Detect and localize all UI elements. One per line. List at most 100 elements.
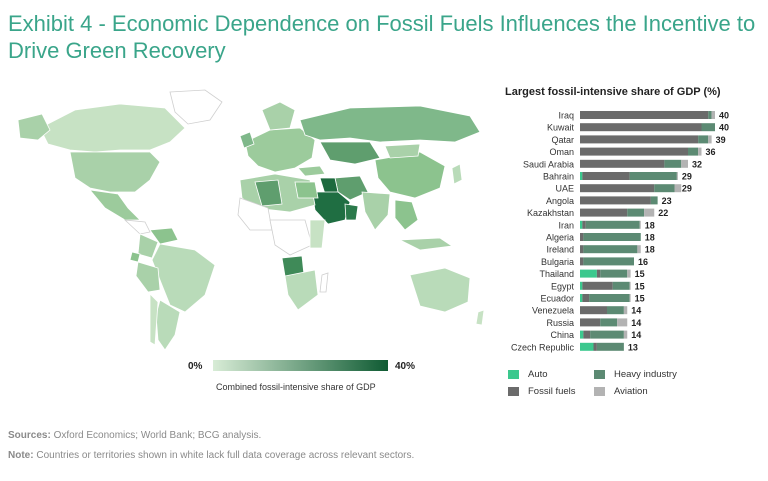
bar-segment-auto [580,294,583,302]
bar-segment-fossil-fuels [580,184,655,193]
bar-segment-auto [580,330,584,339]
bar-segment-fossil-fuels [580,318,601,327]
sources-line: Sources: Oxford Economics; World Bank; B… [8,430,261,441]
map-venezuela [149,227,179,245]
bar-segment-aviation [637,245,641,254]
bar-chart-title: Largest fossil-intensive share of GDP (%… [505,86,721,98]
bar-segment-heavy-industry [688,147,699,156]
bar-segment-heavy-industry [607,306,624,315]
map-color-scale: 0% 40% Combined fossil-intensive share o… [180,358,420,398]
map-russia [299,105,481,143]
bar-total-label: 40 [719,111,729,121]
bar-segment-heavy-industry [583,245,638,254]
category-label: Algeria [546,233,574,243]
bar-segment-heavy-industry [585,220,640,229]
bar-segment-aviation [681,159,688,168]
note-text: Countries or territories shown in white … [36,450,415,461]
bar-segment-aviation [708,135,712,144]
map-scandinavia [261,101,296,131]
bar-total-label: 29 [682,172,692,182]
bar-total-label: 22 [658,208,668,218]
bar-segment-auto [580,342,594,351]
bar-total-label: 23 [662,196,672,206]
bar-segment-aviation [623,330,628,339]
bar-total-label: 36 [706,147,716,157]
exhibit-title: Exhibit 4 - Economic Dependence on Fossi… [8,11,756,63]
bar-total-label: 13 [628,342,638,352]
bar-segment-heavy-industry [664,159,682,168]
category-label: Kazakhstan [527,208,574,218]
category-label: Iran [558,220,574,230]
bar-segment-fossil-fuels [582,294,590,302]
bar-total-label: 18 [645,220,655,230]
legend-label-aviation: Aviation [614,386,648,397]
map-mongolia [384,143,421,159]
map-china [374,151,446,199]
bar-chart-legend: Auto Heavy industry Fossil fuels Aviatio… [508,369,748,403]
map-mexico [89,189,141,221]
bar-segment-heavy-industry [698,135,709,144]
scale-min-label: 0% [188,361,203,372]
bar-segment-fossil-fuels [580,245,584,254]
bar-segment-aviation [629,281,631,290]
category-label: Egypt [551,281,575,291]
bar-segment-fossil-fuels [580,123,702,132]
legend-swatch-heavy-industry [594,370,605,379]
map-new-zealand [475,309,485,326]
category-label: Bahrain [543,172,574,182]
category-label: Czech Republic [511,342,575,352]
map-alaska [17,113,51,141]
map-east-africa [309,219,326,249]
bar-total-label: 14 [631,306,641,316]
map-southern-africa [284,269,319,311]
bar-segment-fossil-fuels [580,257,584,266]
bar-total-label: 39 [716,135,726,145]
map-europe [244,127,316,173]
legend-label-auto: Auto [528,369,548,380]
bar-segment-aviation [644,208,655,217]
bar-total-label: 14 [631,330,641,340]
bar-segment-auto [580,269,597,278]
bar-segment-fossil-fuels [580,208,628,217]
map-australia [409,267,471,313]
category-label: UAE [555,184,574,194]
bar-segment-auto [580,172,583,180]
sources-label: Sources: [8,430,51,441]
bar-total-label: 15 [635,281,645,291]
legend-swatch-aviation [594,387,605,396]
bar-total-label: 18 [645,233,655,243]
bar-total-label: 40 [719,123,729,133]
category-label: Saudi Arabia [523,159,574,169]
bar-segment-heavy-industry [600,269,628,278]
bar-segment-heavy-industry [629,172,677,180]
sources-text: Oxford Economics; World Bank; BCG analys… [53,430,262,441]
map-central-america [123,219,151,235]
map-egypt [294,181,319,199]
category-label: Venezuela [532,306,574,316]
legend-swatch-fossil-fuels [508,387,519,396]
legend-label-heavy-industry: Heavy industry [614,369,677,380]
bar-segment-fossil-fuels [580,306,607,315]
bar-segment-heavy-industry [612,281,630,290]
bar-segment-aviation [698,147,702,156]
bar-segment-fossil-fuels [580,147,688,156]
map-madagascar [319,272,329,293]
category-label: Kuwait [547,123,575,133]
bar-total-label: 18 [645,245,655,255]
map-uk-ireland [239,131,255,149]
map-turkey [297,165,326,177]
bar-segment-aviation [617,318,628,327]
map-kazakhstan [319,141,381,165]
legend-item-auto: Auto [508,369,548,380]
map-usa [69,151,161,193]
bar-segment-auto [580,281,583,290]
bar-segment-fossil-fuels [580,135,699,144]
bar-segment-fossil-fuels [593,342,597,351]
stacked-bar-chart: Iraq 40 Kuwait 40 Qatar 39 Oman 36 Saudi Arabia 3… [511,111,729,353]
note-label: Note: [8,450,34,461]
bar-segment-fossil-fuels [583,330,591,339]
bar-total-label: 15 [635,269,645,279]
map-japan [451,163,463,185]
bar-segment-heavy-industry [708,111,712,119]
legend-item-fossil-fuels: Fossil fuels [508,386,576,397]
